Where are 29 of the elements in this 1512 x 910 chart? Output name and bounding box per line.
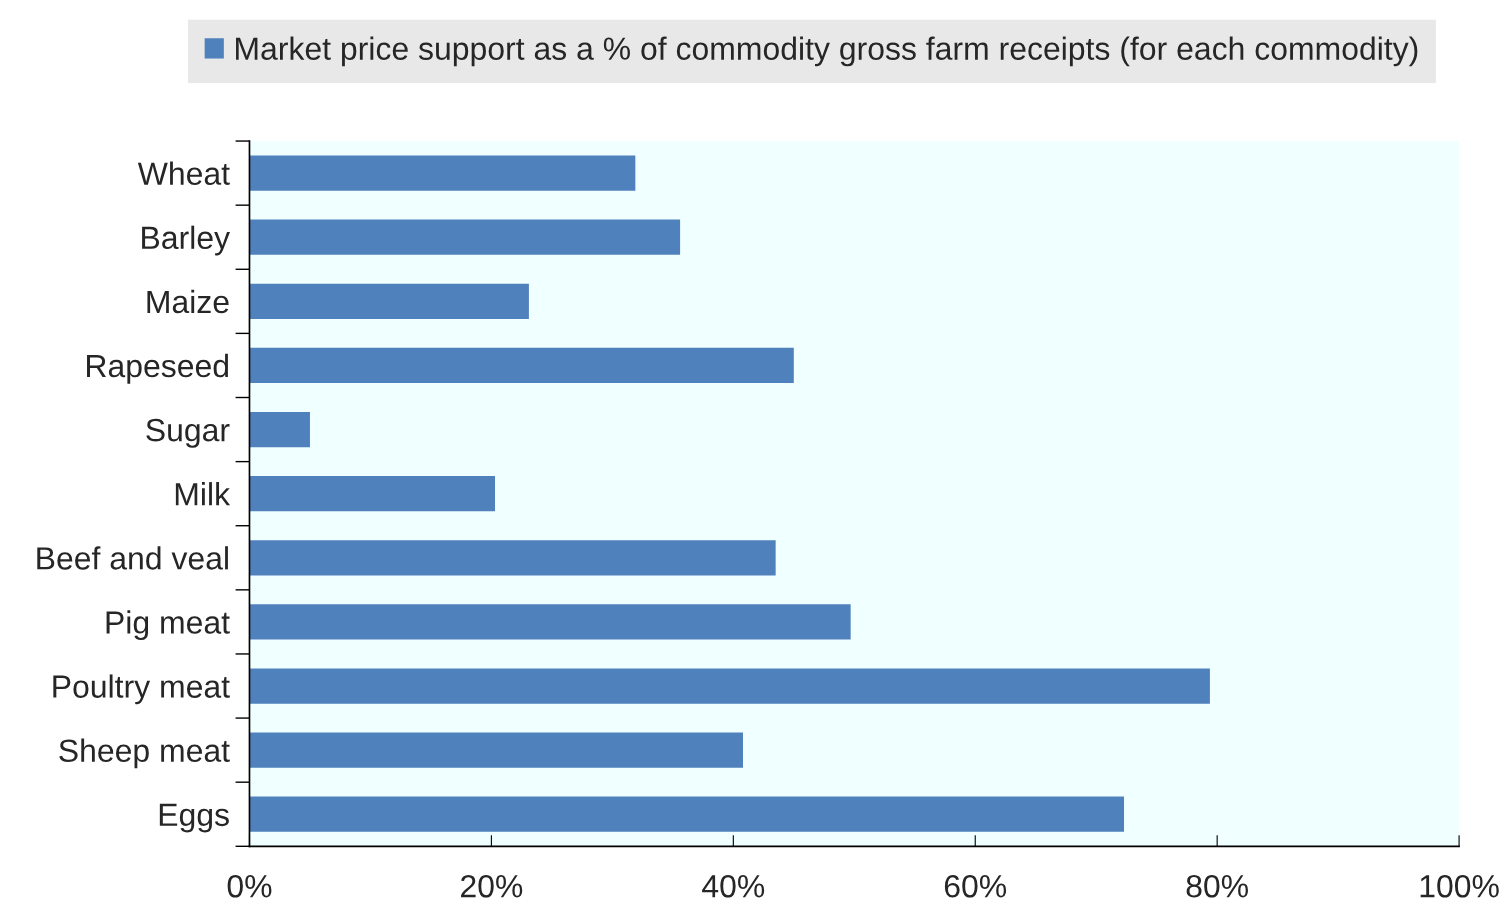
bar xyxy=(249,219,681,255)
y-tick-label: Sugar xyxy=(146,418,230,448)
x-tick-label: 100% xyxy=(1420,874,1499,898)
y-tick-label: Milk xyxy=(175,482,231,506)
bar xyxy=(249,476,496,512)
y-tick-label: Beef and veal xyxy=(37,546,228,570)
y-tick-label: Pig meat xyxy=(106,610,230,641)
bar xyxy=(249,668,1210,704)
x-tick-label: 0% xyxy=(227,874,272,898)
y-tick-label: Poultry meat xyxy=(53,674,230,705)
y-tick-label: Barley xyxy=(142,225,230,256)
x-tick-label: 20% xyxy=(461,874,523,898)
bar xyxy=(249,604,851,640)
y-tick-label: Maize xyxy=(147,289,229,314)
bar xyxy=(249,155,636,191)
y-tick-label: Sheep meat xyxy=(59,738,230,769)
bar xyxy=(249,283,529,319)
y-tick-label: Wheat xyxy=(137,161,230,185)
x-tick-label: 40% xyxy=(702,874,765,898)
legend-label: Market price support as a % of commodity gross farm receipts (for each commodity) xyxy=(236,36,1418,67)
x-tick-label: 60% xyxy=(944,874,1007,898)
bar xyxy=(249,540,776,576)
bar xyxy=(249,732,743,768)
bar xyxy=(249,347,794,384)
y-tick-label: Eggs xyxy=(159,803,229,833)
y-tick-label: Rapeseed xyxy=(87,353,228,384)
bar xyxy=(249,796,1125,832)
x-tick-label: 80% xyxy=(1186,874,1248,898)
bar xyxy=(249,411,310,448)
